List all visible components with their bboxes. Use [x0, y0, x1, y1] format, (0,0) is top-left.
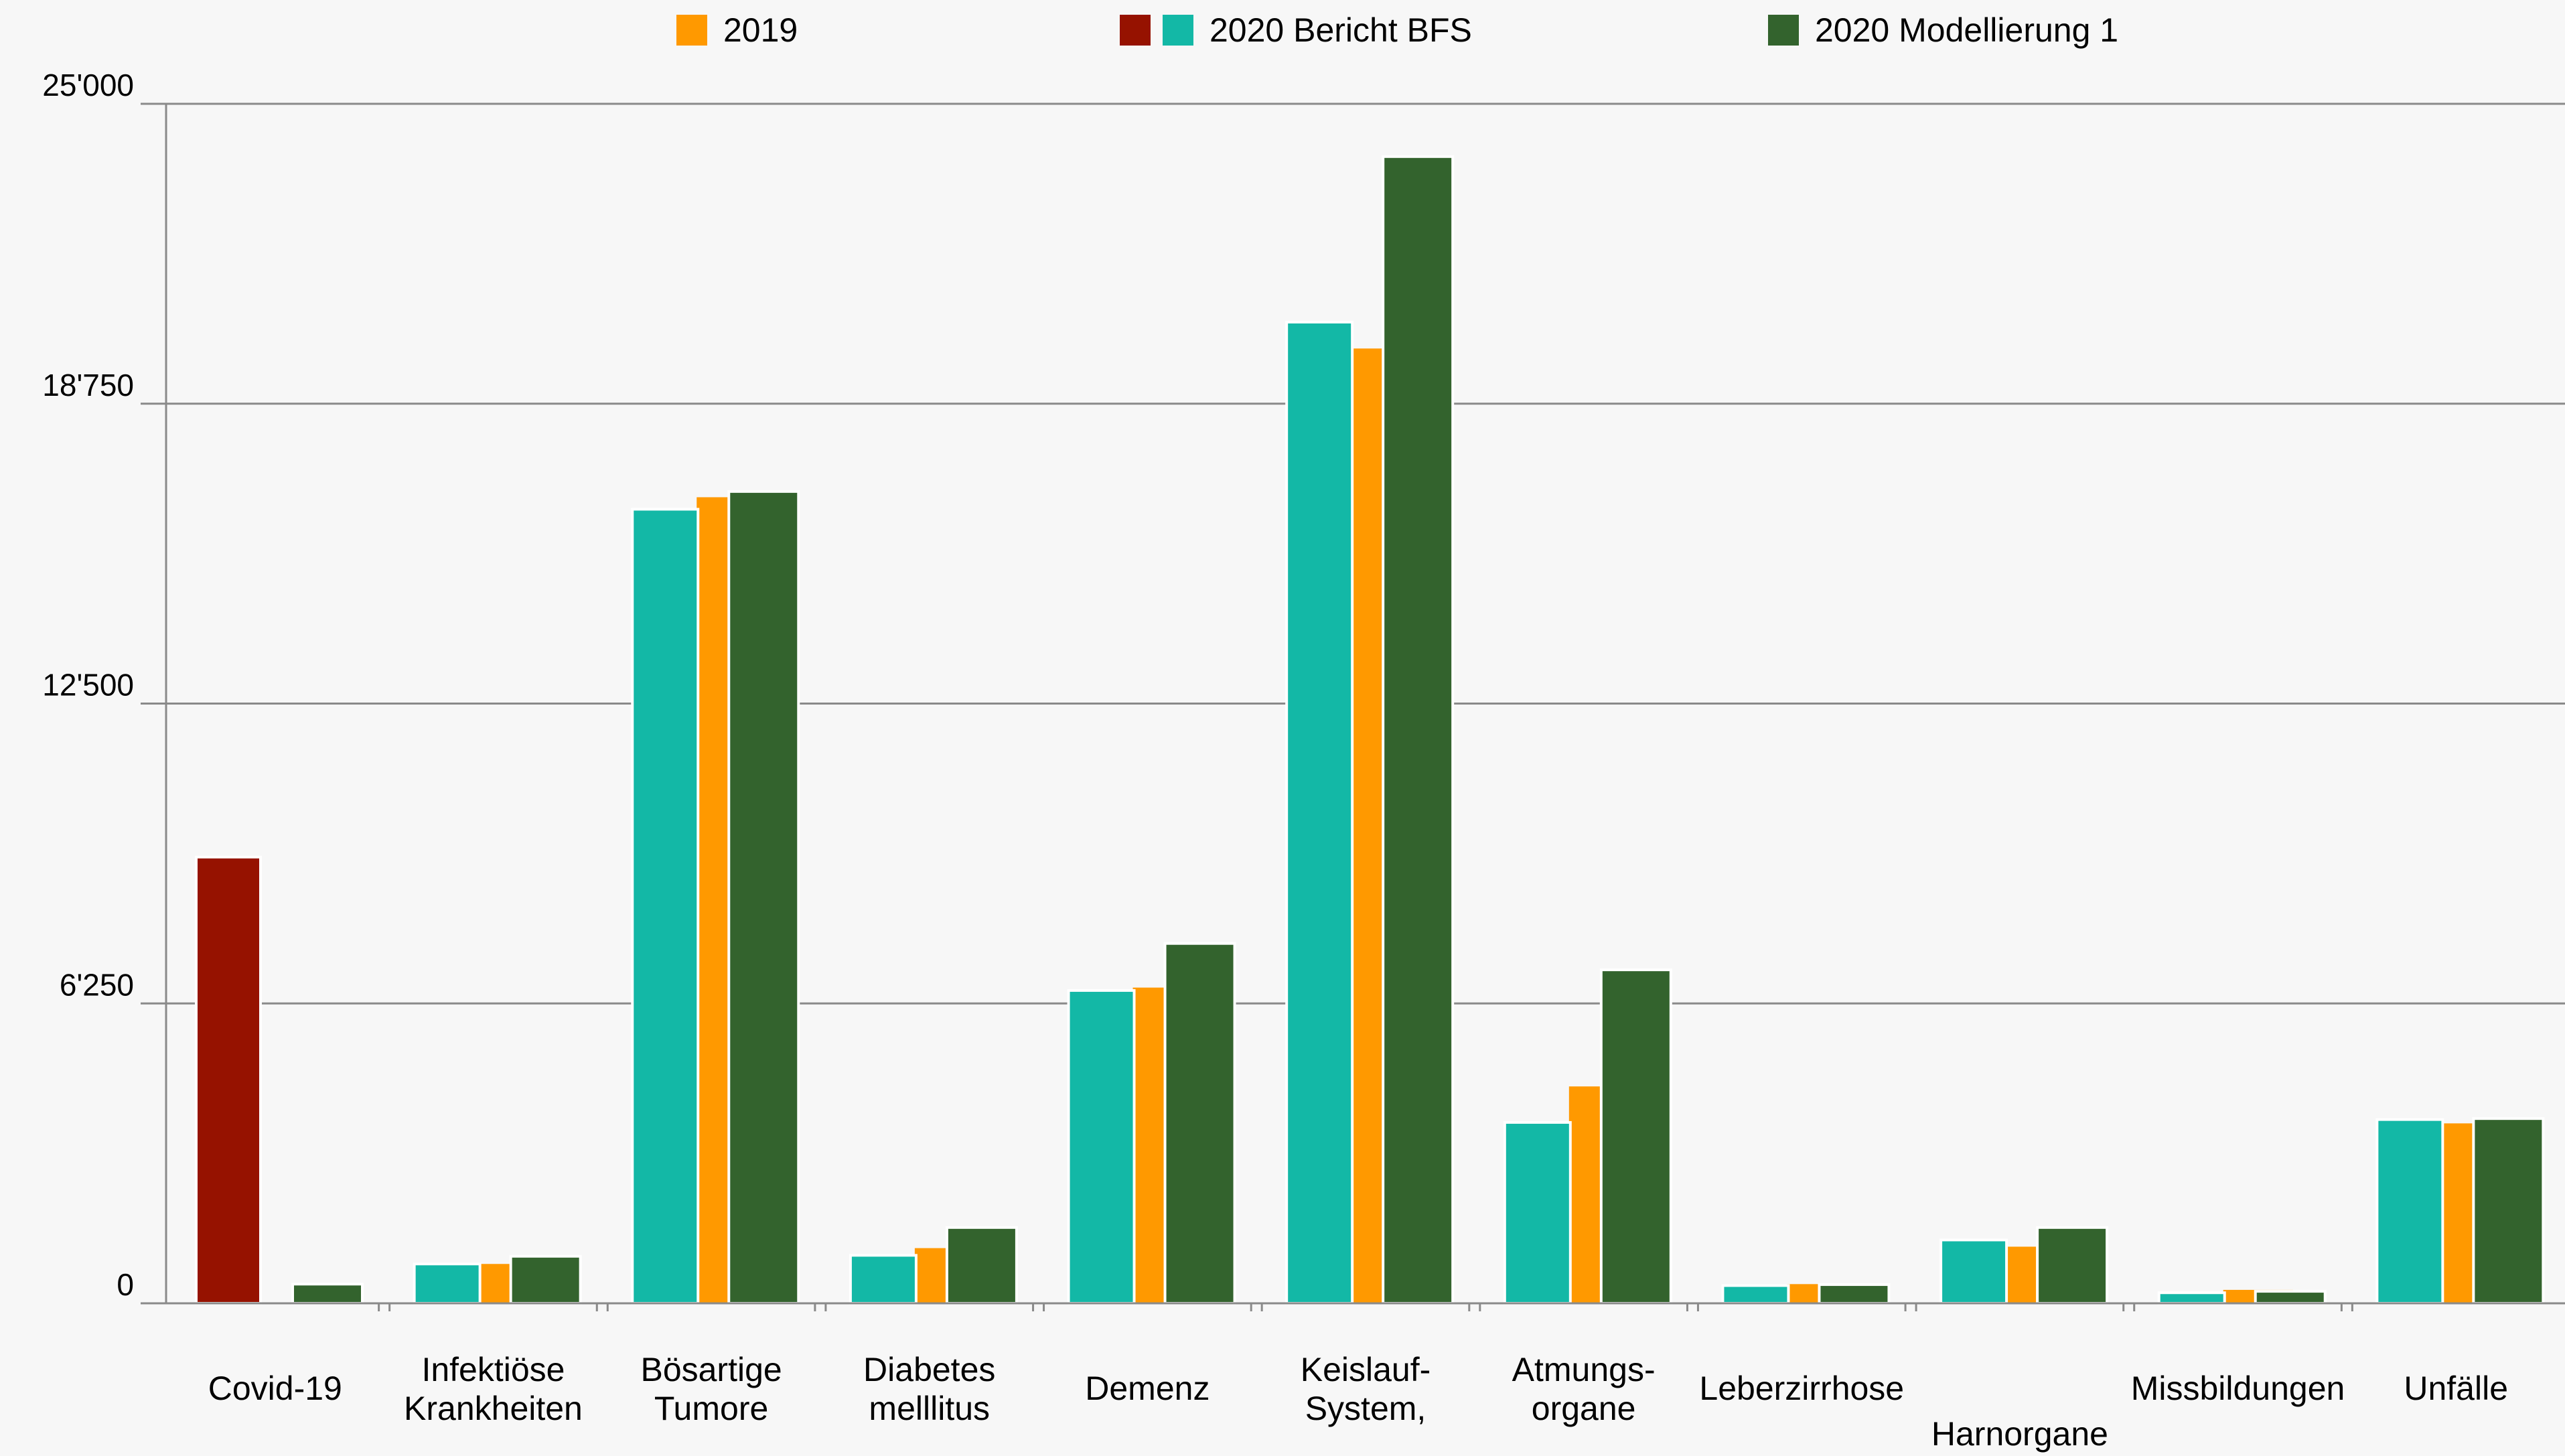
- bar-2020-modellierung-1: [2037, 1228, 2107, 1303]
- category-label-line: Tumore: [654, 1390, 768, 1427]
- legend: 2019 2020 Bericht BFS 2020 Modellierung 1: [676, 11, 2118, 49]
- bar-2020-bericht-bfs: [1941, 1240, 2006, 1303]
- legend-swatch: [676, 15, 707, 46]
- category-label: Missbildungen: [2131, 1370, 2345, 1407]
- legend-label: 2020 Bericht BFS: [1210, 11, 1472, 49]
- category-label-line: Covid-19: [208, 1370, 342, 1407]
- category-label: Infektiöse Krankheiten: [404, 1351, 583, 1427]
- bar-2020-modellierung-1: [1383, 157, 1453, 1303]
- category-label: Leberzirrhose: [1699, 1370, 1904, 1407]
- legend-swatch: [1120, 15, 1151, 46]
- bar-2020-bericht-bfs: [851, 1255, 916, 1303]
- bars: [196, 157, 2543, 1303]
- category-label: Demenz: [1085, 1370, 1210, 1407]
- category-label: Keislauf-System,: [1301, 1351, 1431, 1427]
- bar-2020-modellierung-1: [511, 1256, 581, 1303]
- category-label: Unfälle: [2404, 1370, 2508, 1407]
- bar-2020-bericht-bfs: [1069, 991, 1134, 1303]
- legend-swatch: [1768, 15, 1799, 46]
- category-label-line: Infektiöse: [421, 1351, 565, 1388]
- bar-2020-modellierung-1: [1819, 1285, 1889, 1303]
- category-label-line: Missbildungen: [2131, 1370, 2345, 1407]
- bar-2020-bericht-bfs: [2377, 1120, 2442, 1303]
- y-tick-label: 6'250: [60, 967, 134, 1002]
- bar-2020-bericht-bfs: [632, 509, 698, 1303]
- category-label: Harnorgane: [1931, 1415, 2108, 1453]
- category-label: Atmungs-organe: [1512, 1351, 1656, 1427]
- legend-label: 2020 Modellierung 1: [1815, 11, 2118, 49]
- category-label-line: Leberzirrhose: [1699, 1370, 1904, 1407]
- bar-2020-bericht-bfs: [1723, 1285, 1788, 1303]
- category-label-line: Atmungs-: [1512, 1351, 1656, 1388]
- bar-2020-modellierung-1: [729, 492, 798, 1303]
- bar-2020-bericht-bfs: [415, 1264, 480, 1303]
- category-label-line: Demenz: [1085, 1370, 1210, 1407]
- category-label-line: Diabetes: [863, 1351, 995, 1388]
- bar-2020-modellierung-1: [947, 1228, 1017, 1303]
- bar-2020-modellierung-1: [293, 1284, 362, 1303]
- category-label-line: Unfälle: [2404, 1370, 2508, 1407]
- category-label-line: Harnorgane: [1931, 1415, 2108, 1453]
- category-label: Covid-19: [208, 1370, 342, 1407]
- category-label-line: System,: [1305, 1390, 1426, 1427]
- y-tick-label: 25'000: [42, 68, 134, 102]
- bar-2020-bericht-bfs: [196, 857, 261, 1303]
- legend-label: 2019: [723, 11, 798, 49]
- y-tick-label: 0: [117, 1267, 134, 1302]
- category-label-line: Keislauf-: [1301, 1351, 1431, 1388]
- category-label-line: Krankheiten: [404, 1390, 583, 1427]
- y-tick-label: 18'750: [42, 368, 134, 403]
- category-label-line: organe: [1532, 1390, 1636, 1427]
- legend-swatch: [1163, 15, 1193, 46]
- bar-2020-modellierung-1: [1165, 944, 1235, 1303]
- x-axis: Covid-19 Infektiöse Krankheiten Bösartige Tu…: [166, 1303, 2565, 1453]
- category-label: Bösartige Tumore: [640, 1351, 782, 1427]
- category-label: Diabetes melllitus: [863, 1351, 995, 1427]
- bar-2020-bericht-bfs: [2159, 1293, 2225, 1303]
- bar-2020-bericht-bfs: [1287, 322, 1352, 1303]
- category-label-line: melllitus: [869, 1390, 990, 1427]
- category-label-line: Bösartige: [640, 1351, 782, 1388]
- bar-2020-modellierung-1: [1601, 970, 1671, 1303]
- bar-2020-bericht-bfs: [1505, 1122, 1570, 1303]
- bar-2020-modellierung-1: [2256, 1291, 2325, 1303]
- y-tick-label: 12'500: [42, 668, 134, 703]
- bar-2020-modellierung-1: [2473, 1118, 2543, 1303]
- y-axis: 0 6'250 12'500 18'750 25'000: [42, 68, 166, 1303]
